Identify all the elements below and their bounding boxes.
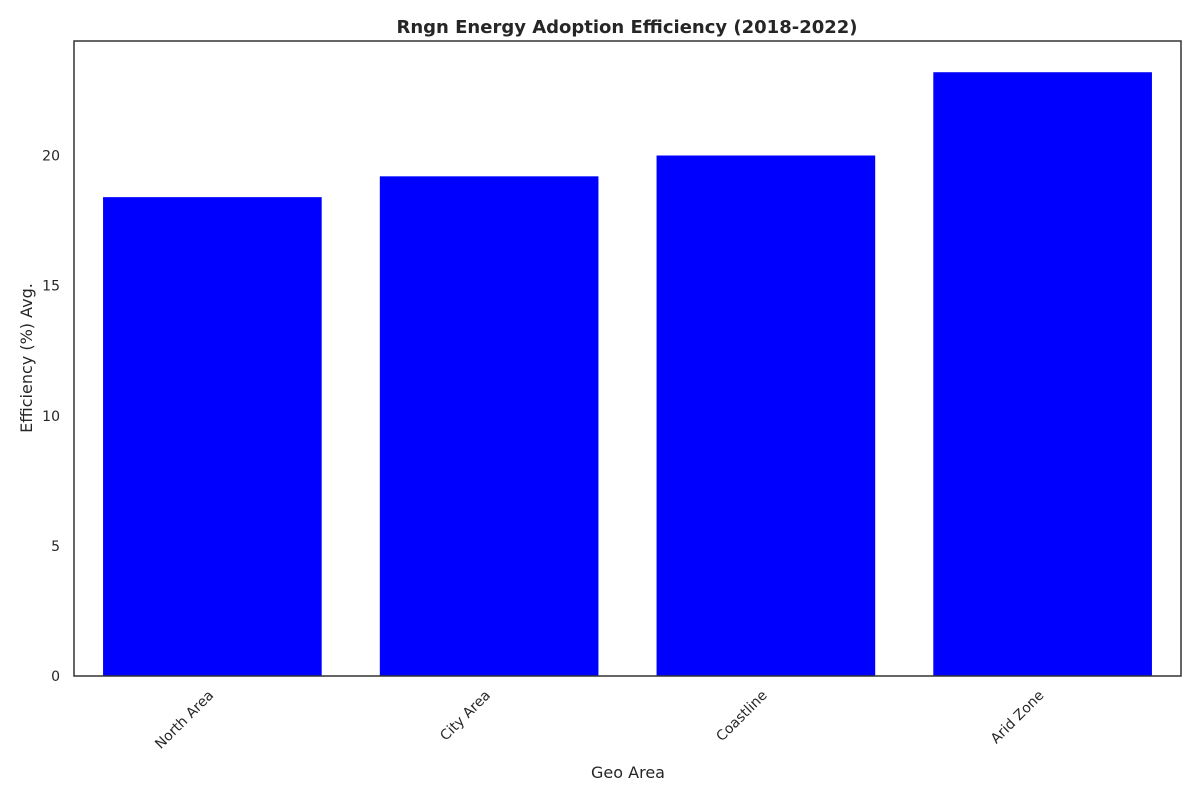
chart-title: Rngn Energy Adoption Efficiency (2018-20… [396,17,857,38]
y-tick-label: 5 [51,539,60,555]
x-tick-label: Arid Zone [988,688,1048,748]
x-tick-label: City Area [437,688,494,745]
y-axis-ticks: 0 5 10 15 20 [42,149,60,685]
y-tick-label: 0 [51,669,60,685]
x-tick-label: North Area [152,688,217,753]
x-axis-ticks: North Area City Area Coastline Arid Zone [152,688,1047,753]
bar-city-area [379,176,599,676]
bar-coastline [656,155,876,677]
bar-north-area [103,197,322,677]
bars-group [103,72,1152,677]
x-axis-label: Geo Area [591,763,665,782]
y-tick-label: 15 [42,279,60,295]
y-tick-label: 10 [42,409,60,425]
x-tick-label: Coastline [713,688,770,745]
y-axis-label: Efficiency (%) Avg. [17,283,36,433]
y-tick-label: 20 [42,149,60,165]
plot-frame [73,40,1182,677]
bar-arid-zone [933,72,1152,677]
